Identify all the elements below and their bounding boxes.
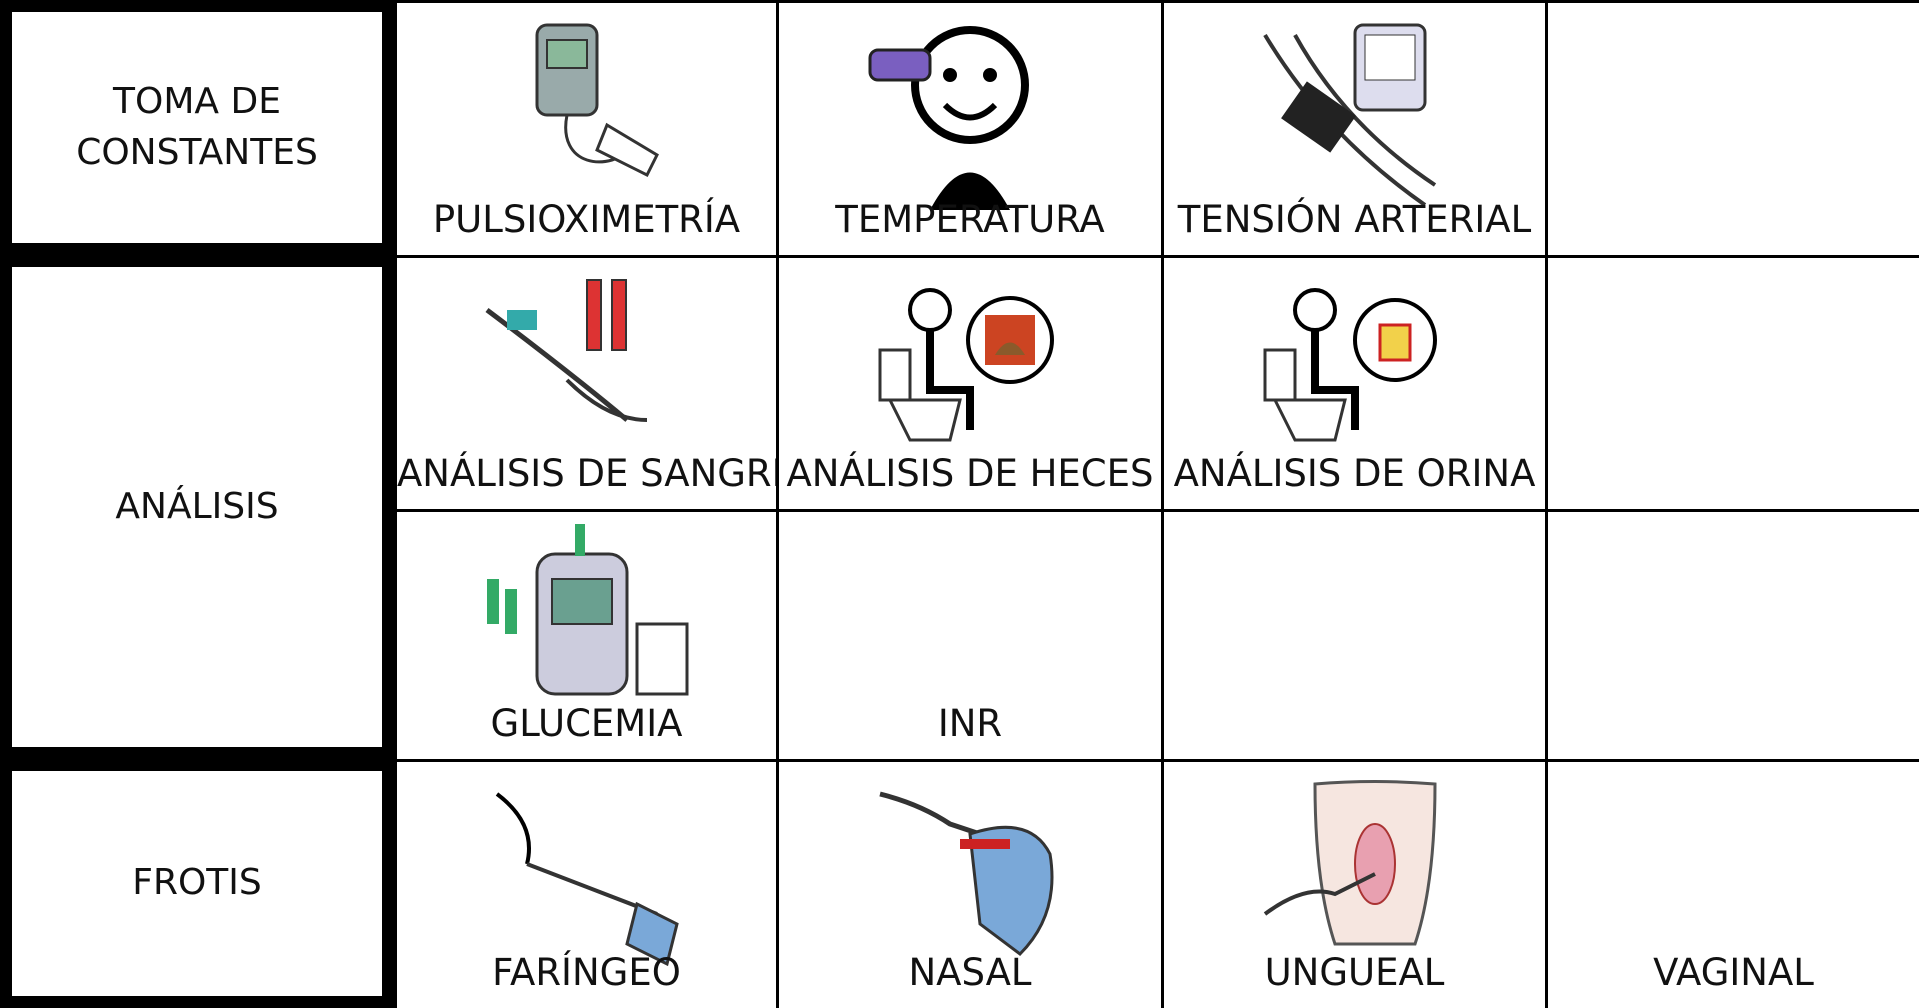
- pictogram: [868, 26, 1029, 210]
- cell: [1545, 509, 1919, 762]
- cell: ANÁLISIS DE SANGRE: [394, 255, 796, 512]
- cell: INR: [776, 509, 1164, 762]
- cell-label: FARÍNGEO: [492, 951, 681, 994]
- cell-label: NASAL: [908, 951, 1032, 994]
- pictogram: [484, 279, 647, 422]
- pictogram: [486, 524, 688, 696]
- pictogram: [495, 792, 679, 967]
- cell: NASAL: [776, 759, 1164, 1008]
- section-label: FROTIS: [0, 759, 394, 1008]
- cell: PULSIOXIMETRÍA: [394, 0, 779, 258]
- cell-label: TEMPERATURA: [835, 198, 1105, 241]
- cell-label: PULSIOXIMETRÍA: [432, 198, 741, 241]
- pictogram: [1263, 288, 1437, 442]
- cell-label: ANÁLISIS DE SANGRE: [397, 452, 796, 495]
- cell-label: ANÁLISIS DE ORINA: [1173, 452, 1536, 495]
- cell-label: ANÁLISIS DE HECES: [786, 452, 1154, 495]
- cell: ANÁLISIS DE HECES: [776, 255, 1164, 512]
- cell: TEMPERATURA: [776, 0, 1164, 258]
- pictogram: [1262, 23, 1436, 207]
- section-label: ANÁLISIS: [0, 255, 394, 759]
- cell: UNGUEAL: [1161, 759, 1548, 1008]
- cell: VAGINAL: [1545, 759, 1919, 1008]
- cell-label: VAGINAL: [1653, 951, 1814, 994]
- pictogram: [1263, 780, 1437, 946]
- cell: ANÁLISIS DE ORINA: [1161, 255, 1548, 512]
- section-label: TOMA DE CONSTANTES: [0, 0, 394, 255]
- pictogram: [535, 23, 659, 178]
- cell: [1545, 255, 1919, 512]
- cell-label: INR: [937, 702, 1003, 745]
- cell-label: GLUCEMIA: [490, 702, 683, 745]
- cell: TENSIÓN ARTERIAL: [1161, 0, 1548, 258]
- cell-label: TENSIÓN ARTERIAL: [1177, 198, 1532, 241]
- cell: GLUCEMIA: [394, 509, 779, 762]
- cell: FARÍNGEO: [394, 759, 779, 1008]
- pictogram: [879, 791, 1054, 956]
- pictogram: [878, 288, 1054, 442]
- cell-label: UNGUEAL: [1264, 951, 1445, 994]
- cell: [1161, 509, 1548, 762]
- cell: [1545, 0, 1919, 258]
